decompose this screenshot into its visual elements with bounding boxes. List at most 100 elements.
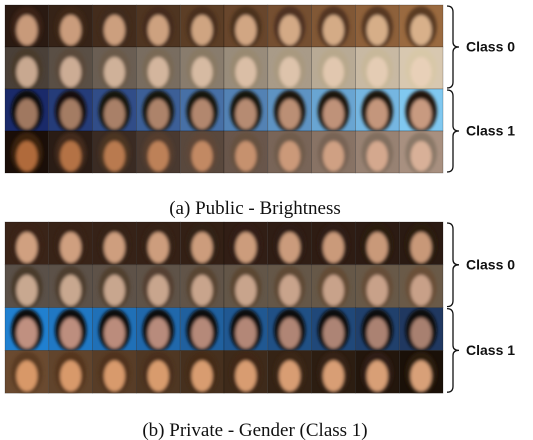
skin	[148, 15, 169, 45]
face-image	[136, 308, 180, 352]
face-image	[355, 308, 399, 352]
face	[5, 131, 49, 174]
face-blur	[230, 352, 262, 395]
face	[136, 5, 180, 48]
face-image	[93, 265, 137, 309]
face-image	[136, 89, 180, 132]
skin	[411, 318, 432, 349]
skin	[192, 318, 213, 349]
face	[399, 222, 443, 266]
face-image	[5, 131, 49, 174]
face-image	[355, 47, 399, 90]
face	[224, 131, 268, 174]
face-blur	[11, 309, 43, 352]
face-image	[180, 222, 224, 266]
skin	[279, 232, 300, 263]
face	[93, 5, 137, 48]
face-blur	[55, 48, 87, 90]
face-blur	[405, 309, 437, 352]
skin	[367, 318, 388, 349]
face	[268, 5, 312, 48]
face-image	[180, 47, 224, 90]
face	[5, 5, 49, 48]
face-blur	[318, 48, 350, 90]
skin	[192, 232, 213, 263]
face	[268, 47, 312, 90]
skin	[16, 275, 37, 306]
face-blur	[143, 132, 175, 174]
skin	[323, 141, 344, 171]
skin	[60, 361, 81, 392]
face-image	[49, 5, 93, 48]
brace	[447, 90, 459, 172]
face-image	[355, 350, 399, 394]
face	[355, 5, 399, 48]
face	[268, 131, 312, 174]
face-blur	[99, 6, 131, 48]
face	[355, 89, 399, 132]
face	[49, 350, 93, 394]
face-image	[136, 222, 180, 266]
face-image	[399, 222, 443, 266]
skin	[16, 99, 37, 129]
face-blur	[405, 266, 437, 309]
brace	[447, 6, 459, 88]
face-image	[355, 265, 399, 309]
face-blur	[55, 223, 87, 266]
skin	[148, 361, 169, 392]
face-image	[93, 5, 137, 48]
face	[399, 350, 443, 394]
face-image	[49, 131, 93, 174]
skin	[60, 141, 81, 171]
face	[5, 222, 49, 266]
face	[136, 47, 180, 90]
face-image	[312, 5, 356, 48]
skin	[104, 57, 125, 87]
face-image	[268, 89, 312, 132]
face	[180, 350, 224, 394]
face	[355, 222, 399, 266]
face	[180, 265, 224, 309]
figure: (a) Public - Brightness (b) Private - Ge…	[0, 0, 533, 440]
face-image	[224, 5, 268, 48]
face	[93, 308, 137, 352]
face-image	[5, 222, 49, 266]
face-image	[312, 47, 356, 90]
face-image	[93, 308, 137, 352]
face-blur	[318, 6, 350, 48]
face-image	[5, 89, 49, 132]
face-image	[180, 89, 224, 132]
face	[5, 350, 49, 394]
face	[268, 308, 312, 352]
face	[49, 265, 93, 309]
face	[136, 308, 180, 352]
skin	[323, 232, 344, 263]
skin	[192, 275, 213, 306]
face	[224, 47, 268, 90]
face-image	[268, 222, 312, 266]
face-image	[355, 131, 399, 174]
face-blur	[318, 90, 350, 132]
face-blur	[362, 132, 394, 174]
face-image	[93, 131, 137, 174]
face	[312, 131, 356, 174]
face	[399, 89, 443, 132]
face-blur	[55, 6, 87, 48]
face-blur	[362, 90, 394, 132]
face-blur	[99, 48, 131, 90]
face-image	[49, 89, 93, 132]
face-blur	[186, 90, 218, 132]
face-blur	[11, 132, 43, 174]
face-image	[268, 5, 312, 48]
face-blur	[11, 352, 43, 395]
face-image	[399, 47, 443, 90]
face-blur	[99, 309, 131, 352]
face	[93, 265, 137, 309]
skin	[367, 57, 388, 87]
face	[312, 89, 356, 132]
face	[224, 89, 268, 132]
skin	[279, 57, 300, 87]
face-blur	[99, 352, 131, 395]
skin	[235, 57, 256, 87]
skin	[235, 141, 256, 171]
